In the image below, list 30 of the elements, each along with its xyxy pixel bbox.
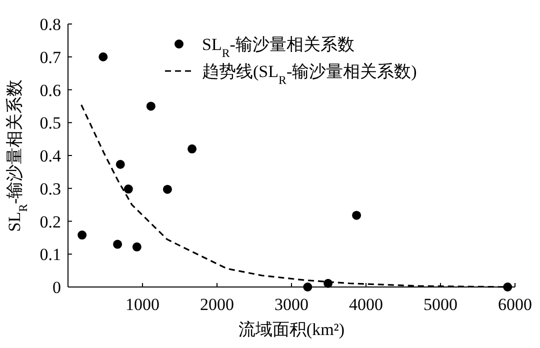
x-tick-label: 6000 [498, 295, 532, 314]
point [303, 282, 312, 292]
y-tick-label: 0.6 [40, 80, 61, 100]
legend-label: 趋势线(SL$_{R}$-输沙量相关系数) [202, 62, 417, 87]
x-tick-label: 4000 [349, 295, 383, 314]
y-tick-label: 0.5 [40, 114, 61, 133]
point [78, 230, 87, 240]
point [116, 160, 125, 169]
y-tick-label: 0.1 [40, 245, 61, 264]
point [188, 144, 197, 154]
point [503, 282, 512, 292]
y-tick-label: 0 [52, 278, 61, 297]
point [124, 184, 133, 194]
y-tick-label: 0.8 [40, 15, 61, 34]
point [132, 242, 142, 252]
x-tick-label: 2000 [200, 295, 234, 314]
y-tick-label: 0.4 [40, 146, 62, 166]
x-tick-label: 1000 [126, 295, 160, 314]
point [113, 240, 122, 249]
point [162, 184, 172, 194]
y-tick-label: 0.2 [40, 212, 61, 232]
x-axis-title: 流域面积(km²) [238, 320, 345, 339]
x-tick-label: 3000 [274, 295, 308, 314]
point [98, 52, 108, 62]
point [352, 210, 362, 220]
legend-label: SL$_{R}$-输沙量相关系数 [202, 35, 354, 60]
y-tick-label: 0.7 [40, 48, 62, 67]
x-tick-label: 5000 [424, 295, 458, 314]
y-tick-label: 0.3 [40, 179, 61, 198]
point [146, 102, 156, 111]
